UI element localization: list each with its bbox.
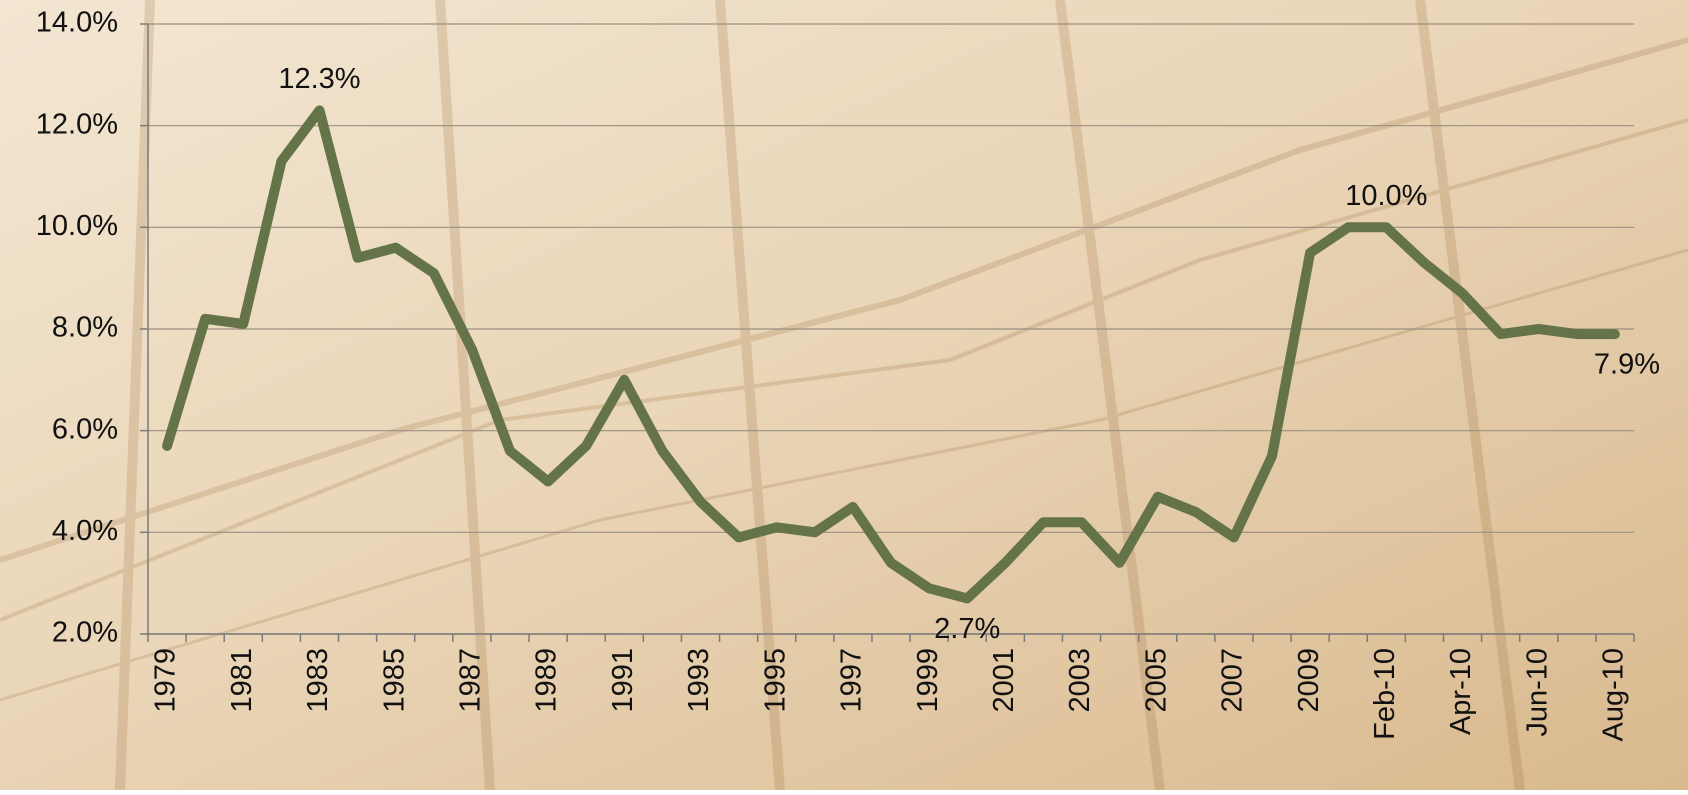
- x-tick-label: 1983: [302, 648, 334, 713]
- x-tick-label: 2007: [1217, 648, 1249, 713]
- x-tick-label: 2001: [988, 648, 1020, 713]
- x-tick-label: 1991: [607, 648, 639, 713]
- x-tick-label: 1981: [226, 648, 258, 713]
- x-tick-label: Feb-10: [1369, 648, 1401, 740]
- chart: 2.0% 4.0% 6.0% 8.0% 10.0% 12.0% 14.0% 1979 1981 1…: [0, 0, 1688, 790]
- x-tick-label: 2009: [1293, 648, 1325, 713]
- x-tick-label: 1979: [150, 648, 182, 713]
- y-tick-label: 10.0%: [36, 210, 118, 242]
- x-tick-label: 1993: [683, 648, 715, 713]
- x-tick-label: 1999: [912, 648, 944, 713]
- x-tick-label: 1995: [759, 648, 791, 713]
- y-tick-label: 14.0%: [36, 7, 118, 39]
- y-tick-label: 2.0%: [52, 617, 118, 649]
- y-tick-label: 4.0%: [52, 515, 118, 547]
- x-tick-label: 2005: [1140, 648, 1172, 713]
- data-label: 2.7%: [934, 613, 1000, 645]
- x-tick-label: Aug-10: [1598, 648, 1630, 742]
- x-tick-label: 1989: [531, 648, 563, 713]
- y-tick-label: 8.0%: [52, 312, 118, 344]
- x-tick-label: 2003: [1064, 648, 1096, 713]
- x-tick-label: Jun-10: [1521, 648, 1553, 737]
- y-tick-label: 12.0%: [36, 108, 118, 140]
- x-tick-label: 1985: [378, 648, 410, 713]
- data-label: 12.3%: [278, 63, 360, 95]
- data-label: 7.9%: [1594, 349, 1660, 381]
- y-tick-label: 6.0%: [52, 413, 118, 445]
- x-tick-label: 1987: [455, 648, 487, 713]
- data-label: 10.0%: [1345, 180, 1427, 212]
- page: 2.0% 4.0% 6.0% 8.0% 10.0% 12.0% 14.0% 1979 1981 1…: [0, 0, 1688, 790]
- x-tick-label: 1997: [836, 648, 868, 713]
- x-tick-label: Apr-10: [1445, 648, 1477, 735]
